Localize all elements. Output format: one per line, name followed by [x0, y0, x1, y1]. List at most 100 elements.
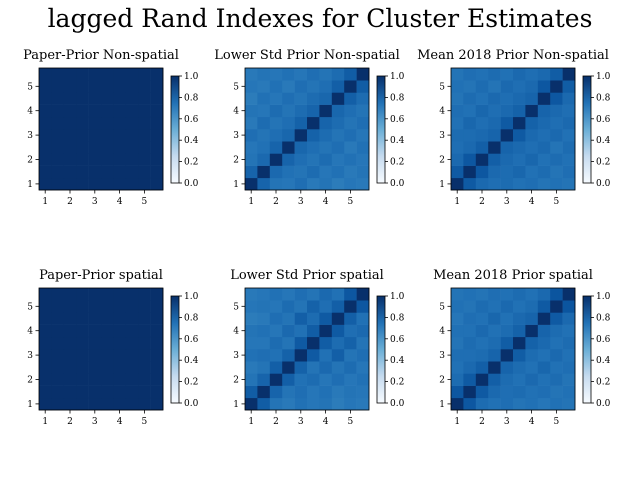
heatmap-cell — [562, 68, 576, 81]
heatmap-cell — [451, 361, 464, 374]
y-tick-label: 2 — [233, 156, 239, 166]
heatmap-cell — [294, 68, 308, 81]
x-tick-label: 3 — [92, 417, 98, 427]
heatmap-cell — [562, 104, 576, 118]
heatmap-cell — [63, 349, 77, 362]
heatmap-cell — [138, 397, 151, 411]
heatmap-cell — [51, 116, 65, 130]
heatmap-cell — [113, 80, 127, 93]
colorbar-tick-label: 0.8 — [184, 313, 199, 323]
x-tick-label: 5 — [348, 197, 354, 207]
heatmap-cell — [562, 397, 576, 411]
heatmap-cell — [319, 397, 333, 411]
heatmap-cell — [113, 68, 127, 81]
heatmap-cell — [150, 153, 164, 166]
colorbar-tick-label: 0.4 — [390, 356, 405, 366]
subplot-title: Mean 2018 Prior spatial — [433, 268, 593, 283]
heatmap-cell — [537, 129, 551, 142]
heatmap-cell — [88, 349, 102, 362]
heatmap-cell — [113, 153, 127, 166]
heatmap-cell — [76, 141, 89, 154]
heatmap-cell — [463, 300, 477, 313]
heatmap-cell — [282, 177, 295, 191]
heatmap-cell — [245, 361, 258, 374]
x-tick-label: 4 — [117, 417, 123, 427]
heatmap-cell — [39, 336, 52, 350]
heatmap-cell — [537, 349, 551, 362]
heatmap-cell — [51, 129, 65, 142]
heatmap-cell — [101, 349, 114, 362]
y-tick-label: 3 — [439, 351, 445, 361]
y-tick-label: 1 — [27, 180, 33, 190]
heatmap-cell — [39, 116, 52, 130]
heatmap-cell — [451, 141, 464, 154]
x-tick-label: 4 — [529, 417, 535, 427]
heatmap-cell — [307, 312, 320, 325]
heatmap-cell — [537, 288, 551, 301]
heatmap-cell — [319, 312, 333, 325]
heatmap-cell — [356, 361, 370, 374]
heatmap-cell — [269, 397, 283, 411]
heatmap-cell — [269, 385, 283, 399]
heatmap-cell — [500, 397, 514, 411]
y-tick-label: 3 — [233, 351, 239, 361]
heatmap-cell — [537, 177, 551, 191]
colorbar-tick-label: 0.0 — [596, 399, 611, 409]
y-tick-label: 2 — [233, 376, 239, 386]
heatmap-cell — [101, 300, 114, 313]
heatmap-cell — [76, 129, 89, 142]
y-tick-label: 1 — [439, 400, 445, 410]
heatmap-cell — [550, 361, 563, 374]
heatmap-cell — [150, 397, 164, 411]
heatmap-cell — [513, 68, 526, 81]
heatmap-cell — [307, 104, 320, 118]
heatmap-cell — [101, 397, 114, 411]
colorbar-tick-label: 0.4 — [596, 356, 611, 366]
heatmap-cell — [51, 324, 65, 338]
heatmap-cell — [269, 129, 283, 142]
heatmap-cell — [294, 349, 308, 362]
x-tick-label: 1 — [42, 197, 48, 207]
heatmap-cell — [344, 92, 357, 105]
heatmap-cell — [500, 129, 514, 142]
heatmap-cell — [356, 153, 370, 166]
heatmap-cell — [331, 68, 345, 81]
heatmap-cell — [307, 153, 320, 166]
heatmap-cell — [63, 80, 77, 93]
heatmap-cell — [550, 312, 563, 325]
colorbar-tick-label: 0.8 — [596, 313, 611, 323]
heatmap-cell — [51, 349, 65, 362]
heatmap-cell — [500, 324, 514, 338]
x-tick-label: 2 — [67, 417, 73, 427]
heatmap-cell — [150, 129, 164, 142]
heatmap-cell — [76, 288, 89, 301]
heatmap-cell — [307, 116, 320, 130]
axes-frame — [38, 67, 164, 191]
x-tick-label: 5 — [142, 197, 148, 207]
heatmap-cell — [475, 288, 489, 301]
y-tick-label: 5 — [233, 82, 239, 92]
heatmap-cell — [51, 68, 65, 81]
colorbar — [582, 75, 592, 184]
heatmap-cell — [88, 361, 102, 374]
colorbar-tick-label: 0.0 — [596, 179, 611, 189]
colorbar-tick-label: 0.0 — [390, 179, 405, 189]
heatmap-cell — [550, 92, 563, 105]
heatmap-cell — [101, 116, 114, 130]
heatmap-cell — [282, 288, 295, 301]
heatmap-cell — [113, 324, 127, 338]
heatmap-cell — [319, 385, 333, 399]
heatmap-cell — [475, 373, 489, 386]
heatmap-cell — [88, 153, 102, 166]
heatmap-cell — [307, 361, 320, 374]
heatmap-cell — [488, 373, 501, 386]
heatmap-cell — [331, 312, 345, 325]
heatmap-cell — [257, 68, 271, 81]
colorbar-tick-label: 0.6 — [390, 335, 405, 345]
heatmap-cell — [475, 165, 489, 179]
heatmap-cell — [150, 165, 164, 179]
heatmap-cell — [451, 177, 464, 191]
heatmap-cell — [525, 385, 539, 399]
heatmap-cell — [331, 129, 345, 142]
heatmap-cell — [344, 288, 357, 301]
